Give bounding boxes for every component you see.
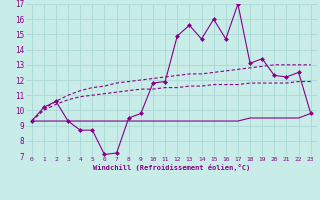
X-axis label: Windchill (Refroidissement éolien,°C): Windchill (Refroidissement éolien,°C) xyxy=(92,164,250,171)
